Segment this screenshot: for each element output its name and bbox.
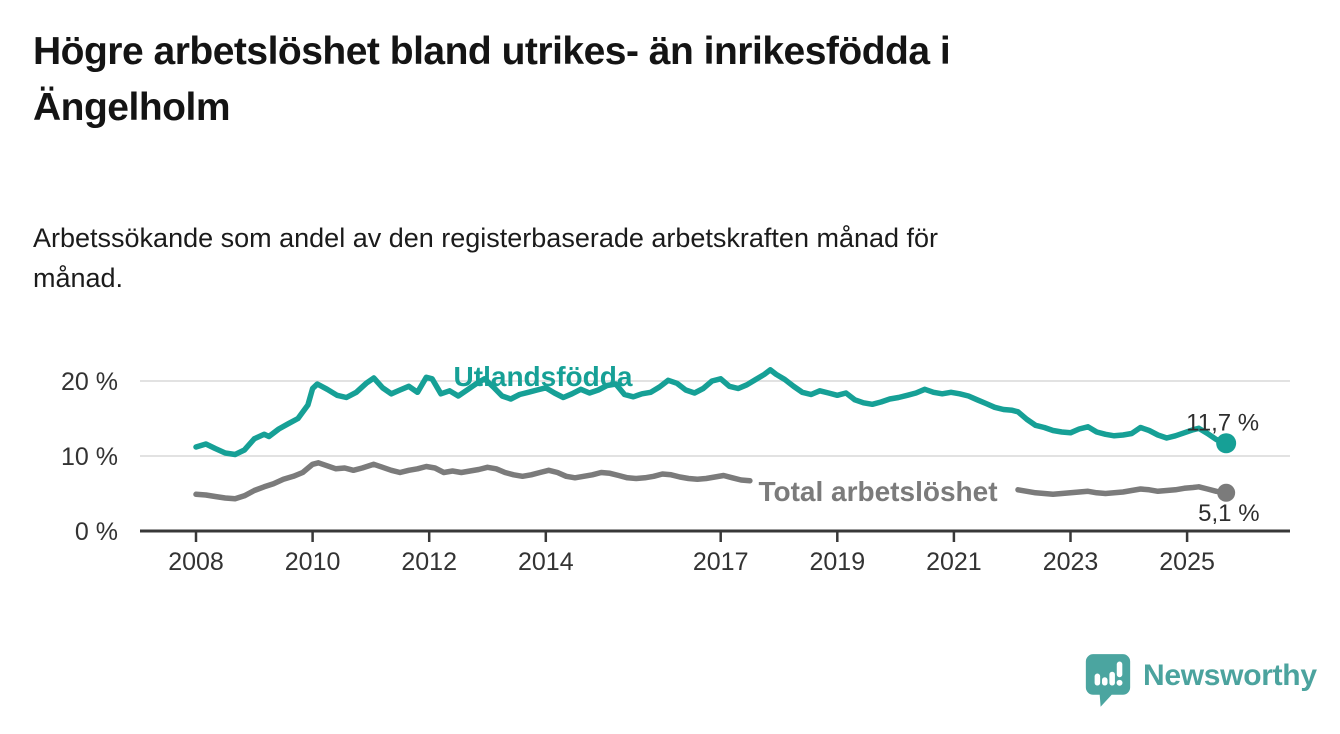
logo-wordmark: Newsworthy	[1143, 659, 1317, 692]
exclamation-dot	[1116, 679, 1123, 686]
x-tick-label: 2008	[168, 548, 224, 576]
x-tick-label: 2010	[285, 548, 341, 576]
x-tick-label: 2014	[518, 548, 574, 576]
series-line-0	[193, 367, 1229, 458]
bar-3	[1109, 671, 1115, 686]
y-tick-label: 10 %	[61, 443, 118, 471]
y-tick-label: 20 %	[61, 368, 118, 396]
bar-1	[1094, 673, 1101, 686]
series-line-1	[1015, 484, 1229, 498]
series-end-dot-0	[1216, 433, 1237, 454]
newsworthy-logo: Newsworthy	[1084, 652, 1317, 708]
page-title: Högre arbetslöshet bland utrikes- än inr…	[33, 30, 951, 129]
x-tick-label: 2017	[693, 548, 749, 576]
series-end-dot-1	[1217, 483, 1236, 502]
x-tick-label: 2021	[926, 548, 982, 576]
series-line-1	[193, 460, 753, 502]
bar-chart-speech-bubble-icon	[1085, 654, 1131, 707]
x-tick-label: 2012	[401, 548, 457, 576]
exclamation-stem	[1116, 661, 1123, 678]
series-end-value-1: 5,1 %	[1198, 500, 1259, 527]
series-label-0: Utlandsfödda	[454, 361, 633, 392]
page-subtitle: Arbetssökande som andel av den registerb…	[33, 223, 939, 293]
series-end-value-0: 11,7 %	[1186, 409, 1259, 436]
speech-bubble-shape	[1085, 654, 1131, 707]
y-tick-label: 0 %	[75, 518, 118, 546]
x-tick-label: 2023	[1043, 548, 1099, 576]
bar-2	[1102, 677, 1108, 686]
x-tick-label: 2019	[809, 548, 865, 576]
series-label-1: Total arbetslöshet	[758, 476, 997, 507]
x-tick-label: 2025	[1159, 548, 1215, 576]
